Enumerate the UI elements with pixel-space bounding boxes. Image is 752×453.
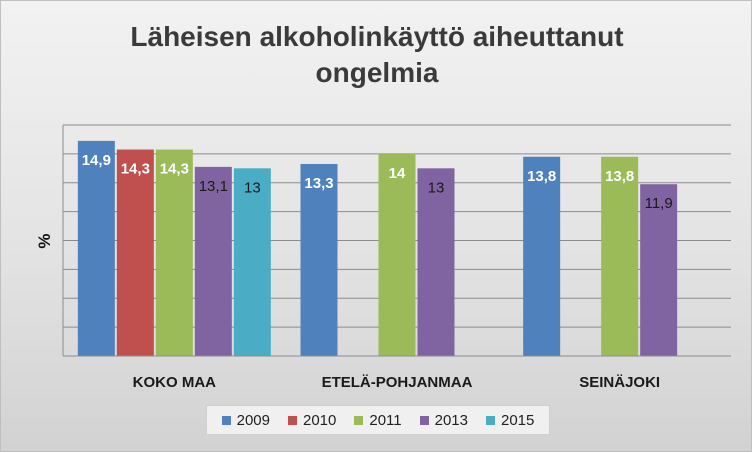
data-label: 13,3	[304, 175, 333, 192]
bar-2011	[378, 153, 416, 356]
legend-swatch	[221, 415, 231, 425]
bar-2011	[601, 156, 639, 356]
x-tick-label: ETELÄ-POHJANMAA	[322, 374, 473, 391]
legend-label: 2009	[236, 411, 270, 429]
legend-item: 2011	[354, 411, 402, 429]
bar-2009	[300, 163, 338, 356]
data-label: 13,8	[527, 168, 556, 185]
legend-swatch	[287, 415, 297, 425]
data-label: 13	[244, 179, 261, 196]
legend-item: 2010	[287, 411, 337, 429]
x-tick-label: SEINÄJOKI	[579, 374, 660, 391]
legend-item: 2015	[486, 412, 534, 429]
data-label: 13,1	[199, 178, 228, 195]
bar-2013	[194, 166, 232, 356]
data-label: 11,9	[645, 195, 673, 212]
chart-title: Läheisen alkoholinkäyttö aiheuttanut onge…	[130, 21, 624, 88]
legend: 2009 2010 2011 2013 2015	[206, 405, 550, 435]
data-label: 14,9	[82, 152, 111, 169]
bar-2009	[77, 140, 115, 356]
bar-2015	[233, 168, 271, 356]
bar-2011	[155, 149, 193, 356]
legend-label: 2013	[434, 411, 468, 429]
bar-2010	[116, 149, 154, 356]
legend-label: 2015	[501, 411, 535, 429]
y-axis-label: %	[35, 233, 54, 248]
legend-label: 2010	[302, 411, 337, 429]
legend-item: 2013	[419, 411, 468, 429]
bar-2009	[523, 156, 561, 356]
legend-item: 2009	[221, 411, 270, 429]
data-label: 14,3	[160, 161, 189, 178]
data-label: 13	[428, 179, 445, 196]
data-label: 13,8	[605, 168, 634, 185]
bar-2013	[417, 168, 455, 356]
legend-label: 2011	[369, 411, 402, 429]
legend-swatch	[354, 415, 364, 425]
data-label: 14,3	[121, 161, 150, 178]
bar-2013	[640, 184, 678, 356]
legend-swatch	[419, 415, 429, 425]
x-tick-label: KOKO MAA	[133, 374, 216, 391]
data-label: 14	[389, 165, 406, 182]
legend-swatch	[486, 415, 495, 425]
